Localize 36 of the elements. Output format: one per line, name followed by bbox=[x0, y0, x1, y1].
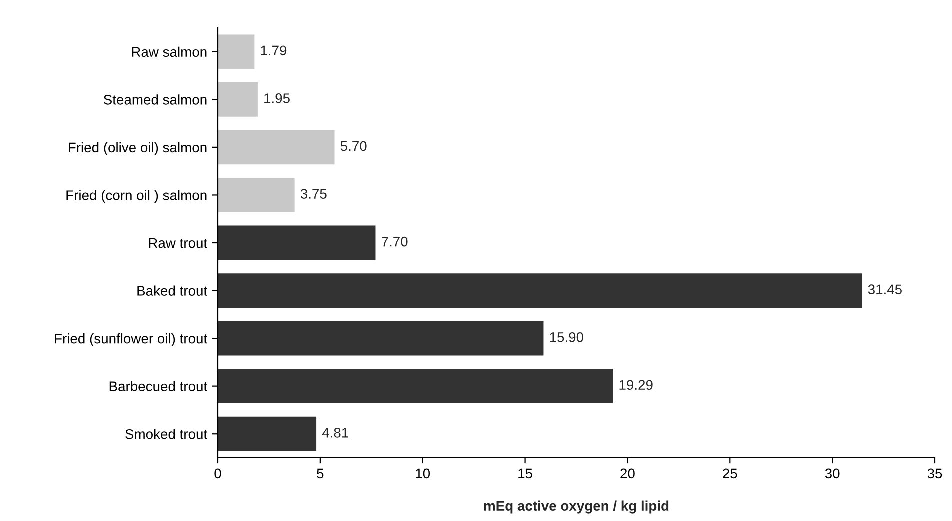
data-label: 19.29 bbox=[620, 380, 653, 390]
x-tick-label: 20 bbox=[620, 468, 635, 479]
x-tick-label: 10 bbox=[416, 468, 430, 479]
y-tick-label: Fried (corn oil ) salmon bbox=[66, 190, 207, 204]
data-label: 4.81 bbox=[322, 428, 348, 438]
data-label: 15.90 bbox=[550, 332, 584, 342]
y-tick-label: Smoked trout bbox=[126, 429, 208, 440]
bar bbox=[218, 226, 376, 260]
bar bbox=[218, 130, 335, 165]
x-tick-label: 30 bbox=[825, 468, 840, 479]
x-tick-label: 15 bbox=[518, 468, 532, 479]
data-label: 1.79 bbox=[261, 46, 287, 56]
bar bbox=[218, 416, 317, 452]
data-label: 1.95 bbox=[264, 94, 290, 104]
data-label: 5.70 bbox=[340, 141, 367, 152]
y-tick-label: Raw trout bbox=[149, 238, 208, 248]
y-tick-label: Fried (olive oil) salmon bbox=[69, 142, 207, 156]
data-label: 31.45 bbox=[868, 284, 902, 295]
x-tick-label: 35 bbox=[928, 468, 942, 479]
bar bbox=[218, 34, 255, 70]
bar bbox=[218, 321, 544, 356]
y-tick-label: Baked trout bbox=[138, 286, 208, 296]
y-tick-label: Fried (sunflower oil) trout bbox=[55, 334, 208, 346]
x-tick-label: 5 bbox=[317, 468, 324, 479]
y-tick-label: Raw salmon bbox=[132, 46, 207, 58]
bar bbox=[218, 369, 614, 404]
x-axis-title: mEq active oxygen / kg lipid bbox=[484, 500, 669, 514]
bar bbox=[218, 82, 258, 117]
y-tick-label: Barbecued trout bbox=[110, 381, 208, 392]
bar bbox=[218, 178, 295, 212]
y-tick-label: Steamed salmon bbox=[104, 94, 207, 105]
bar bbox=[218, 274, 862, 308]
x-tick-label: 0 bbox=[214, 468, 222, 479]
x-tick-label: 25 bbox=[723, 468, 738, 479]
data-label: 3.75 bbox=[300, 189, 327, 199]
data-label: 7.70 bbox=[382, 236, 408, 247]
